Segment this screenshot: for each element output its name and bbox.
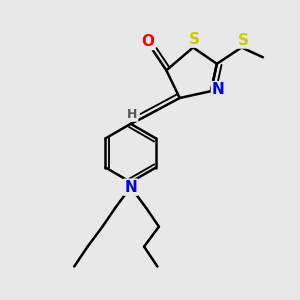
Text: O: O <box>141 34 154 49</box>
Text: S: S <box>238 32 248 47</box>
Text: S: S <box>189 32 200 46</box>
Text: H: H <box>127 108 137 121</box>
Text: N: N <box>212 82 225 97</box>
Text: N: N <box>124 180 137 195</box>
